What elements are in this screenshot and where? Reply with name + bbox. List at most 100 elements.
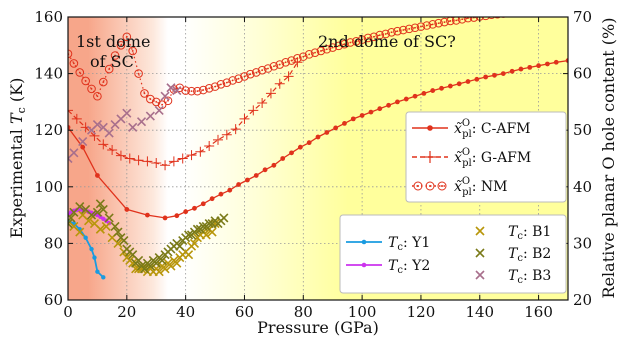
data-point (240, 72, 249, 81)
data-point (198, 85, 208, 95)
data-point (222, 78, 232, 87)
data-point (257, 98, 268, 109)
data-point (265, 88, 276, 99)
data-point (133, 155, 144, 166)
legend-label-g-afm: G-AFM (481, 150, 531, 166)
data-point-center (225, 81, 228, 84)
data-point (187, 86, 196, 96)
axis-ticks: 0 20 40 60 80 100 120 140 160 60 80 100 120 140 160 20 3… (34, 8, 592, 321)
data-point-center (549, 8, 551, 10)
annotation-dome1-line2: of SC (90, 52, 134, 71)
data-point-center (120, 44, 122, 47)
data-point (168, 156, 179, 167)
x-tick-label: 100 (348, 303, 377, 321)
annotation-dome1-line1: 1st dome (76, 32, 150, 51)
data-point-center (414, 26, 416, 29)
data-point-center (214, 85, 216, 88)
data-point (511, 8, 519, 16)
data-point (80, 144, 86, 150)
data-point-center (502, 13, 504, 15)
data-point-center (302, 55, 305, 58)
data-point-center (420, 25, 422, 28)
data-point (228, 76, 238, 85)
series-nm (68, 5, 557, 110)
data-point-center (314, 51, 316, 54)
data-point-center (237, 77, 240, 80)
series-layer (68, 5, 568, 280)
legend-hole-frame (405, 111, 567, 203)
data-point (175, 241, 185, 251)
x-tick-label: 60 (235, 303, 254, 321)
x-tick-label: 0 (63, 303, 73, 321)
data-point (104, 213, 114, 223)
data-point-center (390, 31, 393, 34)
data-point-center (555, 7, 557, 9)
x-tick-label: 20 (117, 303, 136, 321)
series-line (68, 61, 298, 166)
data-point (328, 43, 338, 52)
data-point-center (361, 38, 364, 41)
data-point (200, 201, 206, 207)
data-point-center (202, 89, 205, 91)
data-point (545, 61, 550, 67)
data-point (263, 64, 273, 73)
data-point (177, 153, 188, 164)
data-point-center (90, 87, 93, 90)
data-point (456, 81, 462, 87)
data-point-center (372, 35, 375, 38)
data-point (281, 57, 290, 67)
data-point (213, 134, 223, 145)
data-point (271, 162, 277, 168)
data-point (230, 124, 241, 135)
data-point (500, 71, 506, 76)
data-point (368, 109, 374, 115)
data-point-center (349, 41, 352, 44)
data-point (422, 21, 432, 30)
data-point (547, 5, 555, 13)
data-point-center (296, 57, 299, 60)
data-point (78, 136, 88, 147)
data-point (487, 17, 496, 20)
data-point (145, 111, 155, 121)
data-point (219, 213, 229, 223)
data-point-center (143, 92, 146, 95)
legend-entry-y1: Tc: Y1 (346, 235, 430, 253)
data-point (92, 119, 102, 130)
data-point (245, 177, 250, 183)
data-point (306, 140, 312, 146)
data-point (145, 261, 155, 271)
data-point (93, 91, 102, 101)
data-point (316, 46, 326, 56)
data-point-center (102, 81, 105, 83)
data-point (398, 25, 408, 35)
data-point-center (343, 43, 346, 46)
data-point (440, 17, 449, 27)
data-point-center (308, 53, 311, 56)
data-point (104, 128, 114, 138)
y-left-tick-label: 140 (34, 65, 63, 83)
data-point-center (431, 23, 434, 26)
x-tick-label: 80 (294, 303, 313, 321)
data-point-center (220, 83, 222, 86)
data-point (293, 54, 302, 63)
data-point (280, 156, 286, 161)
data-point-center (384, 33, 387, 35)
data-point (246, 69, 255, 79)
data-point (110, 221, 120, 231)
data-point-center (284, 61, 287, 64)
data-point (68, 105, 73, 116)
data-point (95, 269, 100, 274)
y-right-tick-label: 30 (573, 234, 592, 252)
data-point (350, 116, 356, 122)
data-point (234, 74, 243, 83)
data-point (474, 76, 480, 82)
data-point-center (72, 62, 75, 65)
data-point (393, 26, 402, 36)
data-point-center (449, 20, 452, 22)
data-point (98, 139, 109, 150)
data-point (101, 275, 106, 280)
data-point (174, 213, 180, 219)
data-point (351, 37, 361, 46)
legend-tc: Tc: Y1 Tc: Y2 Tc: B1 Tc: B2 Tc: B3 (339, 214, 567, 294)
plot-frame (67, 16, 569, 301)
